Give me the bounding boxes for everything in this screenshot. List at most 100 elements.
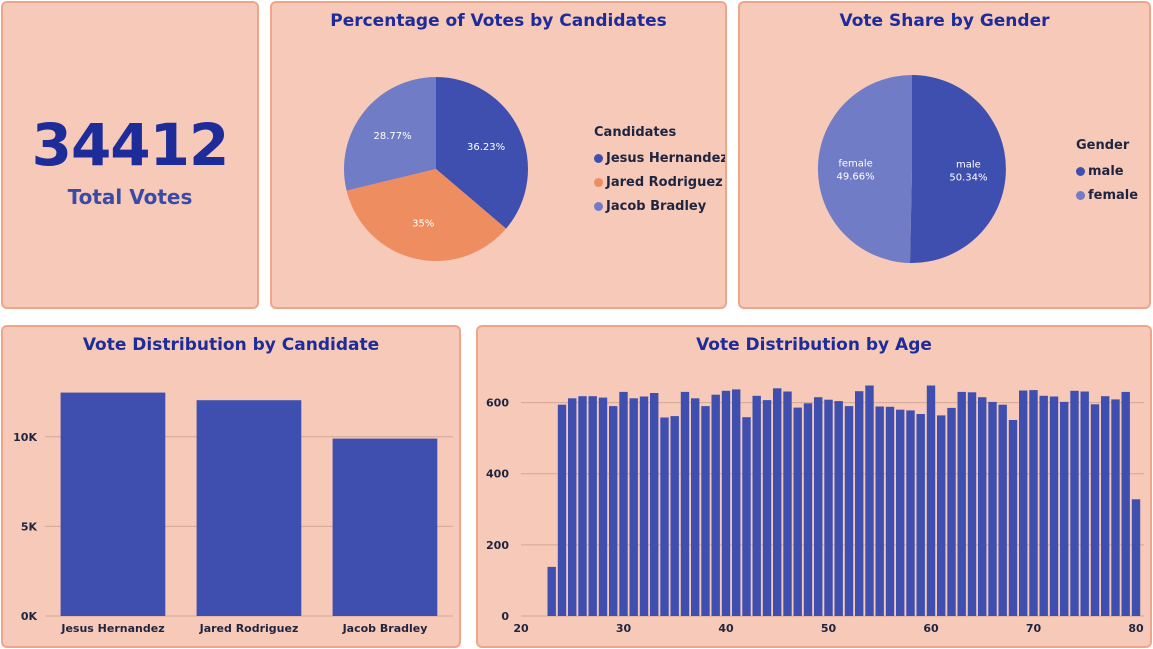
candidate-pie-legend-item-jacob-bradley[interactable]: Jacob Bradley [594,194,725,218]
candidate-bar-jacob-bradley[interactable] [332,438,438,616]
age-bar-51[interactable] [834,401,843,616]
age-bar-47[interactable] [793,407,802,616]
age-bar-50[interactable] [824,399,833,616]
gender-pie-legend-dot-female [1076,190,1085,200]
candidate-bar-jesus-hernandez[interactable] [60,392,166,616]
age-bar-37[interactable] [691,398,700,616]
age-bar-25[interactable] [568,398,577,616]
candidate-pie-slice-label-jesus-hernandez: 36.23% [467,142,505,153]
age-bar-78[interactable] [1111,399,1120,616]
age-bar-61[interactable] [937,415,946,616]
age-bar-65[interactable] [978,397,987,616]
age-bar-27[interactable] [588,396,597,616]
age-bar-35[interactable] [670,416,679,616]
candidate-legend: Candidates Jesus Hernandez Jared Rodrigue… [594,125,727,218]
age-bar-54[interactable] [865,385,874,617]
age-bar-32[interactable] [639,396,649,617]
candidate-pie-slice-label-jared-rodriguez: 35% [412,219,434,230]
age-bar-45[interactable] [773,388,782,616]
age-bar-75[interactable] [1080,391,1089,617]
age-bar-42[interactable] [742,417,751,616]
candidate-pie-slice-jacob-bradley[interactable] [344,77,436,191]
age-bar-76[interactable] [1090,404,1100,616]
age-bar-55[interactable] [875,406,884,617]
age-bar-53[interactable] [855,391,864,616]
age-bar-68[interactable] [1008,420,1018,616]
gender-pie-legend-item-female[interactable]: female [1076,183,1138,207]
total-votes-label: Total Votes [67,185,193,209]
age-bar-x-tick: 30 [616,622,632,635]
age-bar-69[interactable] [1019,390,1028,617]
age-bar-80[interactable] [1131,499,1141,616]
candidate-pie-chart: 36.23% 35% 28.77% [344,77,528,261]
age-bar-29[interactable] [609,406,618,616]
age-bar-73[interactable] [1060,401,1069,616]
age-bar-chart: 0 200 400 600 20 30 40 50 60 70 80 [486,385,1144,635]
age-bar-44[interactable] [762,400,772,616]
gender-pie-legend-dot-male [1076,166,1085,176]
age-bar-62[interactable] [947,407,956,616]
candidate-pie-legend-item-jesus-hernandez[interactable]: Jesus Hernandez [594,146,727,170]
gender-pie-chart: male 50.34% female 49.66% [817,74,1006,263]
age-bar-x-tick: 50 [821,622,837,635]
candidate-pie-legend-item-jared-rodriguez[interactable]: Jared Rodriguez [594,170,725,194]
candidate-bar-title: Vote Distribution by Candidate [82,335,380,355]
age-bar-66[interactable] [988,401,997,616]
candidate-bar-jared-rodriguez[interactable] [196,400,302,616]
age-bar-72[interactable] [1049,396,1059,617]
age-bar-24[interactable] [557,404,567,616]
age-bar-23[interactable] [547,566,556,616]
gender-pie-slice-female[interactable] [817,74,912,263]
age-bar-28[interactable] [598,397,608,616]
age-bar-63[interactable] [957,391,966,616]
age-bar-36[interactable] [680,391,690,616]
gender-pie-title: Vote Share by Gender [839,11,1050,31]
gender-pie-slice-label-female: female 49.66% [837,158,875,182]
age-bar-48[interactable] [803,403,813,616]
age-bar-67[interactable] [998,404,1007,616]
age-bar-31[interactable] [629,398,638,616]
total-votes-value: 34412 [31,111,230,179]
age-bar-33[interactable] [650,393,659,616]
age-bar-74[interactable] [1070,390,1079,616]
age-bar-64[interactable] [967,392,977,616]
age-bar-40[interactable] [721,390,731,616]
candidate-pie-legend-dot-jared-rodriguez [594,177,603,187]
age-bar-60[interactable] [926,385,936,617]
age-bar-39[interactable] [711,394,720,616]
age-bar-x-tick: 20 [513,622,529,635]
age-bar-26[interactable] [578,396,587,616]
age-bar-77[interactable] [1101,396,1110,616]
gender-pie-slice-male[interactable] [909,75,1006,263]
age-bar-52[interactable] [844,406,854,616]
age-bar-y-tick: 400 [486,468,509,481]
age-bar-38[interactable] [701,406,710,616]
candidate-bar-y-tick: 10K [13,431,37,444]
age-bar-y-tick: 600 [486,397,509,410]
candidate-pie-slice-jared-rodriguez[interactable] [346,169,507,261]
age-bar-71[interactable] [1039,395,1048,616]
candidate-bar-x-tick-jacob-bradley: Jacob Bradley [342,622,428,635]
candidate-legend-title: Candidates [594,125,677,140]
gender-pie-legend-label-female: female [1088,187,1139,203]
age-bar-49[interactable] [814,397,823,616]
age-bar-43[interactable] [752,395,761,616]
candidate-pie-legend-label-jared-rodriguez: Jared Rodriguez [606,174,723,190]
age-bar-59[interactable] [916,414,925,616]
age-bar-56[interactable] [885,406,895,616]
age-bar-x-tick: 70 [1026,622,1042,635]
gender-pie-legend-item-male[interactable]: male [1076,159,1138,183]
candidate-bar-chart: 0K 5K 10K Jesus Hernandez Jared Rodriguez Jac… [13,392,453,635]
age-bar-57[interactable] [896,409,905,616]
candidate-pie-legend-label-jesus-hernandez: Jesus Hernandez [606,150,727,166]
age-bar-46[interactable] [783,391,792,617]
age-bar-34[interactable] [660,417,669,617]
age-bar-70[interactable] [1029,390,1038,616]
age-bar-41[interactable] [732,389,741,616]
age-bar-79[interactable] [1121,391,1130,616]
age-bar-58[interactable] [906,410,915,616]
age-bar-30[interactable] [619,391,628,616]
gender-legend: Gender male female [1076,138,1138,207]
candidate-pie-card: Percentage of Votes by Candidates 36.23%… [270,1,727,309]
candidate-pie-slice-jesus-hernandez[interactable] [436,77,528,229]
